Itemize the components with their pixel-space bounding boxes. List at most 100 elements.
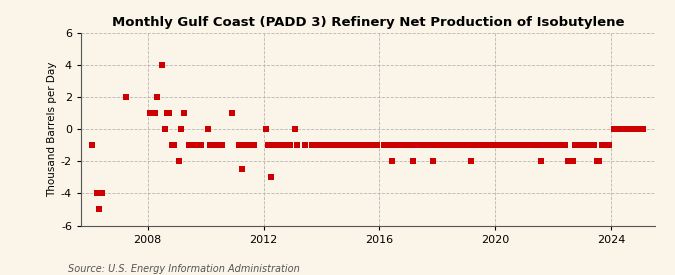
Point	[369, 143, 380, 147]
Point	[335, 143, 346, 147]
Point	[389, 143, 400, 147]
Title: Monthly Gulf Coast (PADD 3) Refinery Net Production of Isobutylene: Monthly Gulf Coast (PADD 3) Refinery Net…	[111, 16, 624, 29]
Point	[188, 143, 199, 147]
Point	[608, 127, 619, 131]
Point	[202, 127, 213, 131]
Point	[280, 143, 291, 147]
Point	[166, 143, 177, 147]
Point	[533, 143, 544, 147]
Point	[485, 143, 496, 147]
Point	[567, 159, 578, 164]
Point	[473, 143, 484, 147]
Point	[212, 143, 223, 147]
Point	[570, 143, 580, 147]
Point	[587, 143, 597, 147]
Point	[425, 143, 435, 147]
Point	[121, 95, 132, 99]
Point	[236, 167, 247, 172]
Point	[543, 143, 554, 147]
Point	[553, 143, 564, 147]
Point	[584, 143, 595, 147]
Point	[536, 159, 547, 164]
Point	[475, 143, 486, 147]
Point	[516, 143, 527, 147]
Point	[502, 143, 513, 147]
Point	[603, 143, 614, 147]
Point	[244, 143, 254, 147]
Point	[195, 143, 206, 147]
Point	[285, 143, 296, 147]
Point	[275, 143, 286, 147]
Text: Source: U.S. Energy Information Administration: Source: U.S. Energy Information Administ…	[68, 264, 299, 274]
Point	[350, 143, 360, 147]
Point	[521, 143, 532, 147]
Point	[623, 127, 634, 131]
Point	[386, 159, 397, 164]
Point	[410, 143, 421, 147]
Point	[319, 143, 329, 147]
Point	[190, 143, 201, 147]
Point	[478, 143, 489, 147]
Point	[507, 143, 518, 147]
Point	[186, 143, 196, 147]
Point	[173, 159, 184, 164]
Point	[340, 143, 351, 147]
Point	[514, 143, 525, 147]
Point	[441, 143, 452, 147]
Point	[161, 111, 172, 116]
Point	[408, 159, 418, 164]
Point	[331, 143, 342, 147]
Point	[406, 143, 416, 147]
Point	[152, 95, 163, 99]
Point	[449, 143, 460, 147]
Point	[270, 143, 281, 147]
Point	[314, 143, 325, 147]
Point	[176, 127, 187, 131]
Point	[492, 143, 503, 147]
Point	[92, 191, 103, 196]
Point	[487, 143, 498, 147]
Point	[481, 143, 491, 147]
Point	[159, 127, 170, 131]
Point	[458, 143, 469, 147]
Point	[164, 111, 175, 116]
Point	[562, 159, 573, 164]
Point	[454, 143, 464, 147]
Point	[468, 143, 479, 147]
Point	[352, 143, 363, 147]
Point	[526, 143, 537, 147]
Point	[464, 143, 475, 147]
Point	[210, 143, 221, 147]
Point	[323, 143, 334, 147]
Point	[144, 111, 155, 116]
Point	[381, 143, 392, 147]
Point	[227, 111, 238, 116]
Point	[510, 143, 520, 147]
Point	[560, 143, 571, 147]
Point	[613, 127, 624, 131]
Point	[456, 143, 467, 147]
Point	[97, 191, 107, 196]
Point	[205, 143, 216, 147]
Point	[277, 143, 288, 147]
Point	[86, 143, 97, 147]
Point	[418, 143, 429, 147]
Point	[437, 143, 448, 147]
Point	[360, 143, 371, 147]
Point	[248, 143, 259, 147]
Point	[497, 143, 508, 147]
Point	[594, 159, 605, 164]
Point	[435, 143, 446, 147]
Point	[565, 159, 576, 164]
Point	[483, 143, 493, 147]
Point	[94, 207, 105, 212]
Point	[268, 143, 279, 147]
Point	[545, 143, 556, 147]
Point	[311, 143, 322, 147]
Point	[338, 143, 349, 147]
Point	[265, 175, 276, 180]
Point	[367, 143, 377, 147]
Point	[241, 143, 252, 147]
Point	[504, 143, 515, 147]
Point	[299, 143, 310, 147]
